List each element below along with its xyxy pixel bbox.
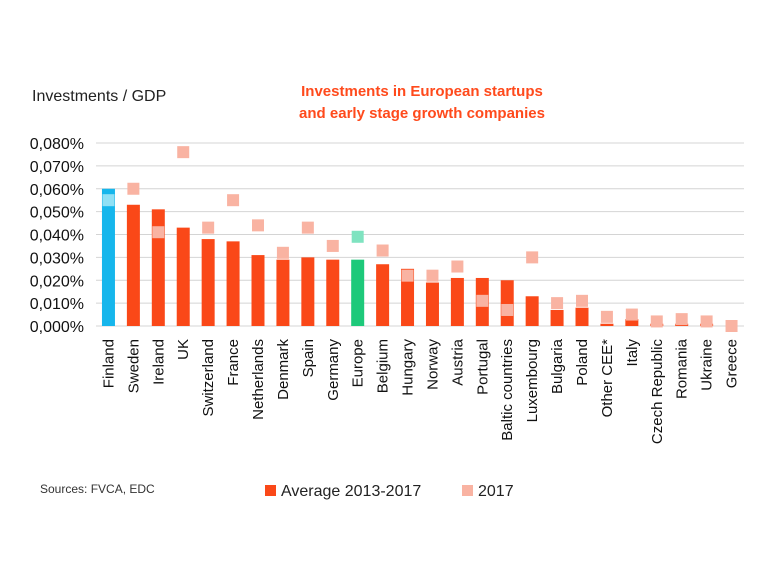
x-category-label: Romania [674,338,691,399]
marker-2017 [301,221,314,234]
x-category-label: Poland [574,339,591,386]
chart-title-line-1: Investments in European startups [301,83,543,100]
x-category-label: Norway [424,339,441,390]
x-category-label: Denmark [275,339,292,400]
x-category-label: Finland [100,339,117,388]
y-tick-label: 0,030% [30,250,84,267]
marker-2017 [376,244,389,257]
x-category-label: Sweden [125,339,142,393]
marker-2017 [625,308,638,321]
bar-average [176,227,190,326]
bar-average [525,296,539,326]
x-category-label: UK [175,339,192,360]
marker-2017 [351,230,364,243]
marker-2017 [700,315,713,328]
x-category-label: Austria [449,338,466,385]
marker-2017 [177,146,190,159]
bar-average [251,255,265,326]
x-category-label: Italy [624,339,641,367]
markers [102,146,738,332]
x-category-label: Ireland [150,339,167,385]
y-tick-label: 0,050% [30,205,84,222]
marker-2017 [202,221,215,234]
y-tick-label: 0,070% [30,159,84,176]
marker-2017 [600,310,613,323]
bar-average [126,204,140,326]
marker-2017 [551,297,564,310]
bar-average [425,282,439,326]
bars [101,188,714,326]
marker-2017 [152,226,165,239]
marker-2017 [526,251,539,264]
bar-average [151,209,165,326]
bar-average [450,277,464,326]
marker-2017 [451,260,464,273]
marker-2017 [276,246,289,259]
bar-average [401,268,415,326]
x-category-label: Belgium [375,339,392,393]
bar-average [376,264,390,326]
x-category-label: Hungary [400,339,417,396]
chart-title-line-2: and early stage growth companies [299,105,545,122]
bar-average [226,241,240,326]
x-category-label: Portugal [474,339,491,395]
x-category-label: Europe [350,339,367,387]
y-tick-label: 0,020% [30,273,84,290]
x-category-label: Spain [300,339,317,377]
legend-swatch-average [265,485,276,496]
bar-average [600,323,614,326]
x-category-label: Netherlands [250,339,267,420]
gridlines [96,142,744,327]
x-category-label: Bulgaria [549,338,566,394]
y-tick-label: 0,080% [30,136,84,153]
marker-2017 [252,219,264,232]
legend-label-average: Average 2013-2017 [281,483,421,500]
x-category-label: Greece [724,339,741,388]
x-category-label: Baltic countries [499,339,516,441]
marker-2017 [227,194,240,207]
marker-2017 [326,239,339,252]
marker-2017 [675,313,688,326]
marker-2017 [401,269,414,282]
bar-average [301,257,315,326]
x-category-label: Germany [325,339,342,401]
x-category-label: France [225,339,242,386]
bar-average [276,259,290,326]
bar-average [575,307,589,326]
x-category-label: Czech Republic [649,339,666,445]
bar-average [500,280,514,326]
marker-2017 [127,182,140,195]
bar-average [326,259,340,326]
legend: Average 2013-2017 2017 [265,483,514,500]
marker-2017 [426,269,439,282]
legend-label-2017: 2017 [478,483,514,500]
y-axis-ticks: 0,000% 0,010% 0,020% 0,030% 0,040% 0,050% 0,06… [30,136,84,336]
marker-2017 [576,294,588,307]
marker-2017 [501,303,514,316]
bar-average [625,319,639,326]
y-tick-label: 0,000% [30,319,84,336]
bar-average [351,259,365,326]
x-axis-labels: Finland Sweden Ireland UK Switzerland France N… [100,338,740,444]
y-tick-label: 0,040% [30,228,84,245]
bar-average [550,309,564,326]
y-axis-label: Investments / GDP [32,88,166,105]
x-category-label: Switzerland [200,339,217,417]
marker-2017 [650,315,663,328]
source-note: Sources: FVCA, EDC [40,482,155,496]
y-tick-label: 0,060% [30,182,84,199]
legend-swatch-2017 [462,485,473,496]
bar-average [101,188,115,326]
marker-2017 [476,294,489,307]
x-category-label: Luxembourg [524,339,541,422]
y-tick-label: 0,010% [30,296,84,313]
marker-2017 [725,320,738,332]
x-category-label: Other CEE* [599,339,616,418]
marker-2017 [102,194,115,207]
x-category-label: Ukraine [699,339,716,391]
bar-average [201,239,215,326]
